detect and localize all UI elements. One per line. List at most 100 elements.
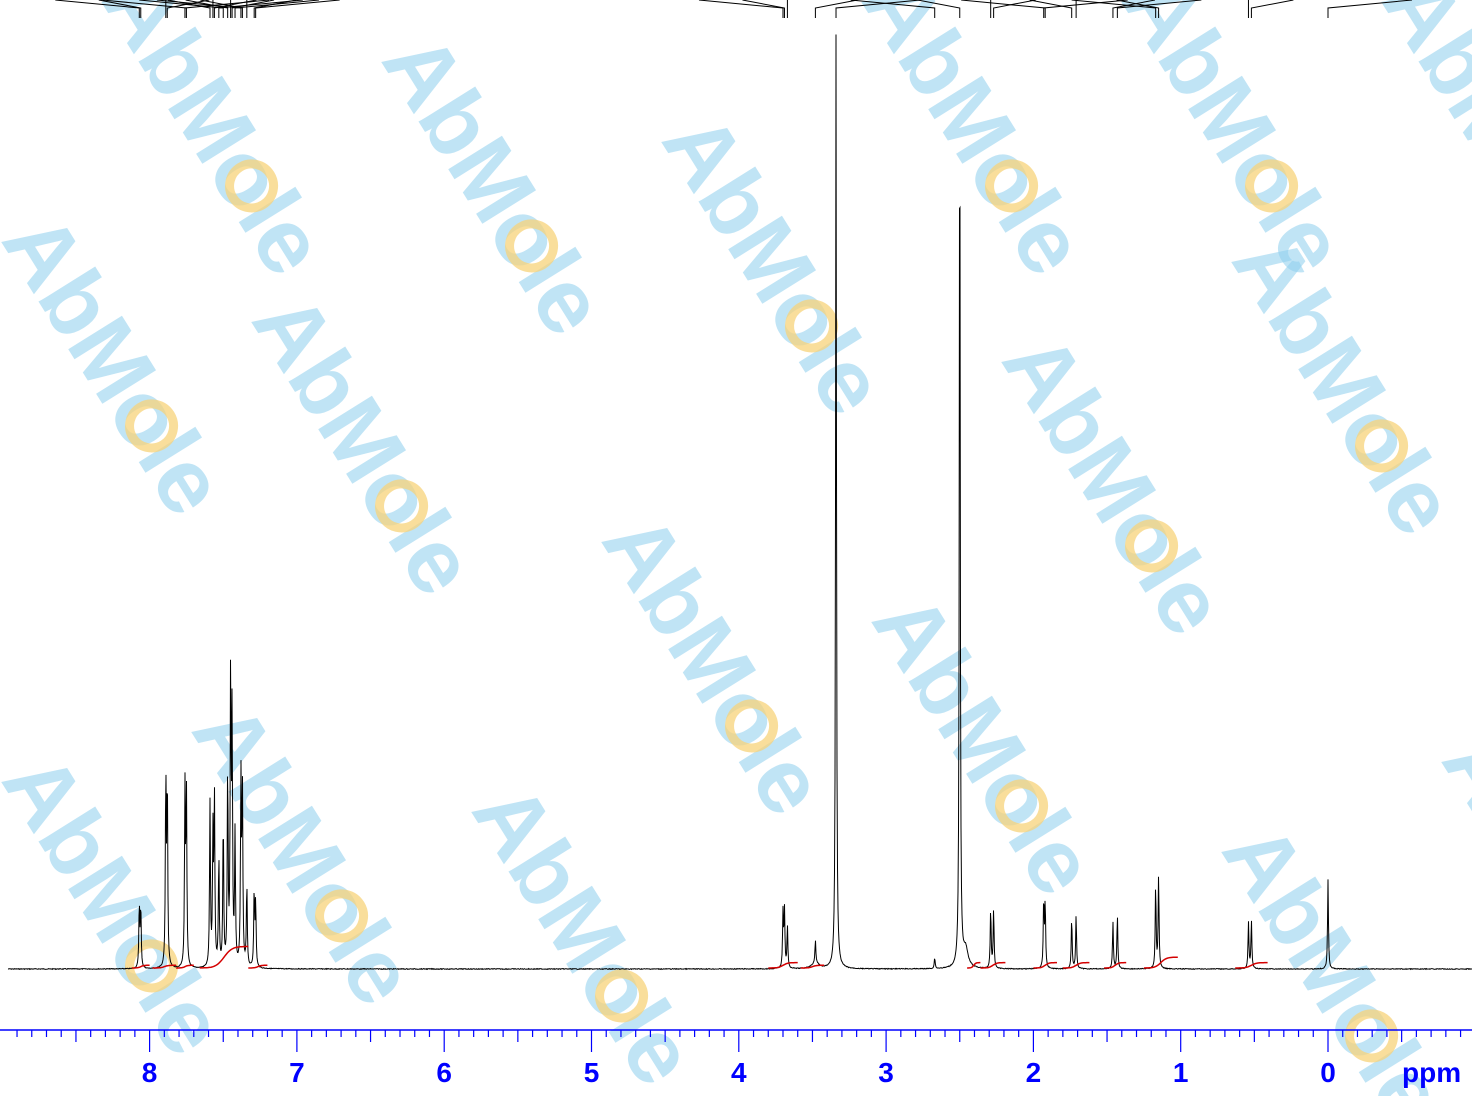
integral-curve: [152, 964, 177, 969]
watermark-logo: AbMole: [1103, 0, 1366, 292]
watermark-text: AbMole: [1423, 717, 1472, 1053]
watermark-logo: AbMole: [853, 577, 1116, 913]
watermark-logo: AbMole: [363, 17, 626, 353]
watermark-text: AbMole: [1103, 0, 1366, 292]
x-axis-tick-label: 6: [436, 1057, 452, 1088]
peak-label-line: [993, 0, 1036, 18]
peak-label-line: [139, 0, 224, 18]
x-axis-tick-label: 7: [289, 1057, 305, 1088]
watermark-text: AbMole: [1203, 807, 1466, 1096]
integral-curve: [1143, 956, 1178, 969]
x-axis-ticks: [16, 1030, 1462, 1052]
watermark-logo: AbMole: [643, 97, 906, 433]
watermark-text: AbMole: [233, 277, 496, 613]
x-axis-tick-label: 3: [878, 1057, 894, 1088]
peak-label-line: [1112, 0, 1156, 18]
spectrum-series-line: [7, 34, 1472, 971]
x-axis-tick-label: 2: [1026, 1057, 1042, 1088]
integral-curve: [967, 961, 981, 969]
x-axis-tick-labels: 8 7 6 5 4 3 2 1 0: [142, 1057, 1336, 1088]
integral-curve: [1104, 961, 1127, 969]
integral-curves: [131, 945, 1268, 969]
watermark-text: AbMole: [1363, 0, 1472, 292]
peak-label-lines: [55, 0, 1413, 18]
x-axis-tick-label: 0: [1320, 1057, 1336, 1088]
watermark-dot-icon: [375, 479, 429, 533]
watermark-dot-icon: [1245, 159, 1299, 213]
peak-label-line: [213, 0, 257, 18]
integral-curve: [1033, 961, 1057, 969]
watermark-logo: AbMole: [843, 0, 1106, 292]
watermark-logo: AbMole: [453, 767, 716, 1096]
peak-label-line: [961, 0, 1046, 18]
watermark-dot-icon: [505, 219, 559, 273]
x-axis-label: ppm: [1402, 1057, 1461, 1088]
watermark-dot-icon: [725, 699, 779, 753]
watermark-text: AbMole: [83, 0, 346, 292]
watermark-logo: AbMole: [1213, 217, 1472, 553]
integral-curve: [131, 964, 150, 969]
integral-curve: [199, 945, 249, 969]
peak-label-line: [200, 0, 243, 18]
watermark-dot-icon: [985, 159, 1039, 213]
x-axis-tick-label: 4: [731, 1057, 747, 1088]
watermark-dot-icon: [125, 939, 179, 993]
watermark-dot-icon: [1125, 519, 1179, 573]
watermark-logo: AbMole: [83, 0, 346, 292]
integral-curve: [1235, 961, 1268, 969]
x-axis-tick-label: 8: [142, 1057, 158, 1088]
watermark-logo: AbMole: [983, 317, 1246, 653]
watermark-text: AbMole: [1213, 217, 1472, 553]
x-axis: 8 7 6 5 4 3 2 1 0 ppm: [0, 1029, 1472, 1088]
watermark-logo: AbMole: [1423, 717, 1472, 1053]
peak-label-line: [742, 0, 785, 18]
watermark-text: AbMole: [843, 0, 1106, 292]
peak-label-line: [814, 0, 858, 18]
watermark-dot-icon: [125, 399, 179, 453]
peak-label-line: [1071, 0, 1157, 18]
watermark-logo: AbMole: [1203, 807, 1466, 1096]
watermark-text: AbMole: [643, 97, 906, 433]
watermark-dot-icon: [595, 969, 649, 1023]
peak-label-line: [98, 0, 142, 18]
peak-label-line: [231, 0, 275, 18]
x-axis-tick-label: 1: [1173, 1057, 1189, 1088]
watermark-logo: AbMole: [233, 277, 496, 613]
watermark-dot-icon: [1345, 1009, 1399, 1063]
watermark-dot-icon: [1355, 419, 1409, 473]
watermark-text: AbMole: [853, 577, 1116, 913]
watermark-text: AbMole: [453, 767, 716, 1096]
peak-label-line: [234, 0, 320, 18]
integral-curve: [980, 961, 1006, 969]
watermark-logo: AbMole: [0, 197, 246, 533]
peak-label-line: [835, 0, 921, 18]
integral-curve: [1062, 961, 1090, 969]
peak-label-line: [1029, 0, 1073, 18]
peak-label-line: [850, 0, 936, 18]
watermark-text: AbMole: [583, 497, 846, 833]
peak-label-line: [166, 0, 210, 18]
x-axis-tick-label: 5: [584, 1057, 600, 1088]
peak-label-line: [1250, 0, 1294, 18]
peak-label-line: [1116, 0, 1202, 18]
watermark-text: AbMole: [983, 317, 1246, 653]
watermark-dot-icon: [995, 779, 1049, 833]
integral-curve: [248, 964, 268, 969]
watermark-text: AbMole: [0, 197, 246, 533]
watermark-text: AbMole: [363, 17, 626, 353]
peak-label-line: [1327, 0, 1413, 18]
peak-label-line: [102, 0, 187, 18]
watermark-dot-icon: [785, 299, 839, 353]
peak-label-line: [1116, 0, 1160, 18]
watermark-logo: AbMole: [583, 497, 846, 833]
integral-curve: [176, 964, 194, 969]
watermark-logo: AbMole: [1363, 0, 1472, 292]
integral-curve: [768, 961, 798, 969]
peak-label-line: [698, 0, 784, 18]
peak-label-line: [255, 0, 340, 18]
peak-label-line: [253, 0, 297, 18]
watermark-dot-icon: [315, 889, 369, 943]
peak-label-line: [917, 0, 961, 18]
watermark-dot-icon: [225, 159, 279, 213]
